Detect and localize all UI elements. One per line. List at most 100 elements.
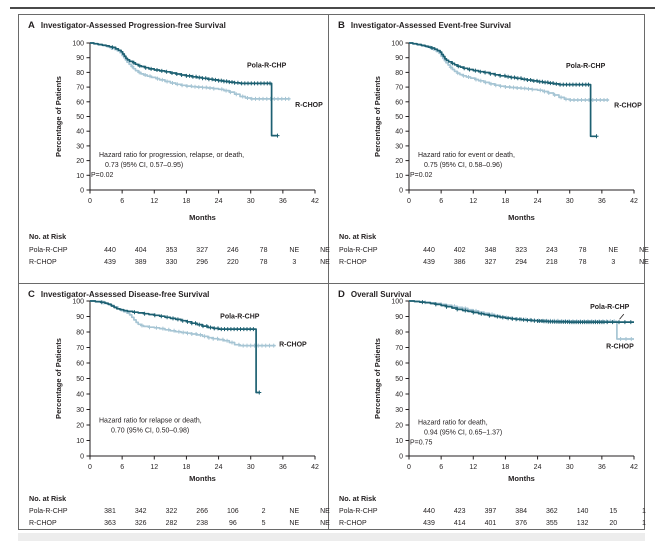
panel-d-x-axis-label: Months [508, 474, 535, 483]
panel-c-y-tick-label: 50 [76, 376, 84, 383]
panel-b-y-tick-label: 30 [395, 143, 403, 150]
panel-a-y-tick-label: 100 [72, 41, 84, 48]
panel-divider-horizontal [19, 283, 644, 284]
panel-d-y-tick-label: 20 [395, 423, 403, 430]
panel-c-y-tick-label: 20 [76, 423, 84, 430]
panel-c-risk-row-name-pola-r-chp: Pola-R-CHP [29, 508, 68, 515]
panel-b-y-tick-label: 20 [395, 158, 403, 165]
panel-c-dfs: C Investigator-Assessed Disease-free Sur… [19, 284, 330, 531]
panel-c-x-tick-label: 18 [183, 464, 191, 471]
panel-b-risk-value-pola-r-chp: 440 [423, 247, 435, 254]
panel-b-risk-value-r-chop: 439 [423, 259, 435, 266]
panel-a-title: A Investigator-Assessed Progression-free… [28, 20, 226, 31]
panel-b-y-tick-label: 70 [395, 85, 403, 92]
panel-a-risk-value-r-chop: 220 [227, 259, 239, 266]
panel-a-x-tick-label: 30 [247, 198, 255, 205]
panel-a-risk-value-pola-r-chp: 246 [227, 247, 239, 254]
panel-b-risk-value-r-chop: 218 [546, 259, 558, 266]
panel-b-risk-row-name-pola-r-chp: Pola-R-CHP [339, 247, 378, 254]
panel-a-x-axis-label: Months [189, 213, 216, 222]
panel-d-risk-value-r-chop: 414 [454, 520, 466, 527]
panel-d-risk-value-pola-r-chp: 140 [577, 508, 589, 515]
panel-c-risk-value-pola-r-chp: 106 [227, 508, 239, 515]
panel-a-x-tick-label: 0 [88, 198, 92, 205]
panel-d-hazard-ratio-line: P=0.75 [410, 440, 432, 447]
panel-d-y-tick-label: 70 [395, 345, 403, 352]
panel-a-x-tick-label: 36 [279, 198, 287, 205]
panel-c-y-axis-label: Percentage of Patients [54, 338, 63, 419]
panel-c-hazard-ratio-line: 0.70 (95% CI, 0.50–0.98) [111, 427, 189, 434]
panel-c-risk-value-pola-r-chp: NE [289, 508, 299, 515]
panel-b-y-tick-label: 90 [395, 55, 403, 62]
panel-a-hazard-ratio-line: 0.73 (95% CI, 0.57–0.95) [105, 162, 183, 169]
panel-c-y-tick-label: 60 [76, 361, 84, 368]
panel-d-y-tick-label: 90 [395, 314, 403, 321]
panel-d-title: D Overall Survival [338, 289, 411, 300]
panel-c-hazard-ratio-line: Hazard ratio for relapse or death, [99, 417, 202, 424]
panel-c-letter: C [28, 289, 35, 300]
panel-c-km-curve-r-chop [90, 300, 276, 347]
panel-b-x-tick-label: 24 [534, 198, 542, 205]
panel-b-risk-value-r-chop: 294 [515, 259, 527, 266]
panel-d-y-tick-label: 40 [395, 392, 403, 399]
panel-c-curve-label-r-chop: R-CHOP [279, 342, 307, 349]
panel-d-x-tick-label: 30 [566, 464, 574, 471]
panel-a-risk-value-r-chop: 389 [135, 259, 147, 266]
panel-a-hazard-ratio-line: Hazard ratio for progression, relapse, o… [99, 152, 244, 159]
panel-a-risk-table-header: No. at Risk [29, 232, 66, 241]
panel-a-hazard-ratio-line: P=0.02 [91, 172, 113, 179]
panel-c-risk-value-r-chop: 326 [135, 520, 147, 527]
panel-b-hazard-ratio-line: P=0.02 [410, 172, 432, 179]
panel-c-y-tick-label: 0 [80, 454, 84, 461]
panel-c-y-tick-label: 90 [76, 314, 84, 321]
panel-d-y-tick-label: 100 [391, 299, 403, 306]
panel-a-x-tick-label: 42 [311, 198, 319, 205]
panel-c-title: C Investigator-Assessed Disease-free Sur… [28, 289, 209, 300]
panel-b-x-tick-label: 12 [469, 198, 477, 205]
panel-c-risk-value-r-chop: 96 [229, 520, 237, 527]
panel-b-x-tick-label: 30 [566, 198, 574, 205]
panel-d-x-tick-label: 6 [439, 464, 443, 471]
panel-a-risk-value-r-chop: NE [320, 259, 330, 266]
panel-a-letter: A [28, 20, 35, 31]
panel-c-y-tick-label: 10 [76, 438, 84, 445]
panel-d-risk-value-pola-r-chp: 15 [609, 508, 617, 515]
panel-d-hazard-ratio-line: Hazard ratio for death, [418, 420, 488, 427]
panel-c-risk-value-r-chop: NE [320, 520, 330, 527]
panel-b-curve-label-pola-r-chp: Pola-R-CHP [566, 63, 606, 70]
panel-b-title: B Investigator-Assessed Event-free Survi… [338, 20, 511, 31]
panel-d-censor-marks-pola-r-chp [420, 300, 633, 325]
panel-b-risk-value-pola-r-chp: NE [608, 247, 618, 254]
panel-b-risk-value-pola-r-chp: 78 [579, 247, 587, 254]
panel-c-risk-value-r-chop: 5 [262, 520, 266, 527]
panel-c-y-tick-label: 40 [76, 392, 84, 399]
panel-a-curve-label-pola-r-chp: Pola-R-CHP [247, 62, 287, 69]
panel-c-risk-value-r-chop: 238 [196, 520, 208, 527]
panel-a-risk-value-pola-r-chp: 327 [196, 247, 208, 254]
panel-c-censor-marks-pola-r-chp [99, 300, 262, 395]
panel-c-risk-table-header: No. at Risk [29, 494, 66, 503]
panel-b-x-axis-label: Months [508, 213, 535, 222]
panel-b-x-tick-label: 36 [598, 198, 606, 205]
panel-d-risk-value-r-chop: 439 [423, 520, 435, 527]
panel-c-censor-marks-r-chop [101, 300, 276, 348]
panel-b-y-tick-label: 60 [395, 99, 403, 106]
panel-c-x-tick-label: 0 [88, 464, 92, 471]
panel-a-y-tick-label: 60 [76, 99, 84, 106]
panel-a-y-tick-label: 10 [76, 173, 84, 180]
panel-b-risk-value-r-chop: 78 [579, 259, 587, 266]
panel-c-risk-value-pola-r-chp: NE [320, 508, 330, 515]
panel-a-title-text: Investigator-Assessed Progression-free S… [40, 21, 226, 30]
panel-a-risk-row-name-r-chop: R-CHOP [29, 259, 57, 266]
panel-b-censor-marks-pola-r-chp [430, 46, 599, 139]
panel-b-y-tick-label: 0 [399, 188, 403, 195]
panel-d-risk-value-pola-r-chp: 384 [515, 508, 527, 515]
panel-a-y-tick-label: 80 [76, 70, 84, 77]
panel-b-x-tick-label: 42 [630, 198, 638, 205]
panel-b-title-text: Investigator-Assessed Event-free Surviva… [350, 21, 511, 30]
panel-d-x-tick-label: 36 [598, 464, 606, 471]
panel-c-risk-value-pola-r-chp: 381 [104, 508, 116, 515]
panel-b-efs: B Investigator-Assessed Event-free Survi… [329, 15, 649, 283]
panel-b-risk-value-r-chop: 386 [454, 259, 466, 266]
panel-a-x-tick-label: 24 [215, 198, 223, 205]
